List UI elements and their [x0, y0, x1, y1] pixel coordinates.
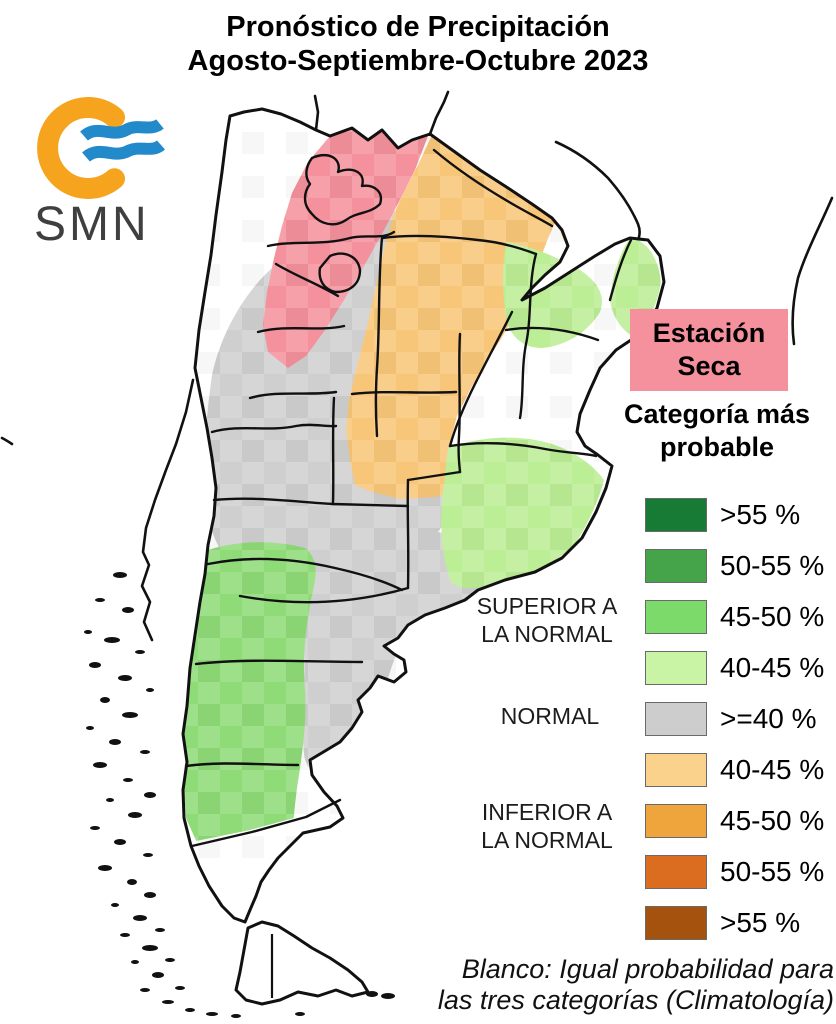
- legend-label: 50-55 %: [720, 549, 825, 581]
- smn-logo: SMN: [30, 94, 170, 254]
- legend-label: 50-55 %: [720, 855, 825, 887]
- legend-item: >55 %: [645, 489, 836, 540]
- legend-swatch: [645, 548, 707, 583]
- logo-text: SMN: [34, 198, 150, 251]
- legend-swatch: [645, 752, 707, 787]
- title-line2: Agosto-Septiembre-Octubre 2023: [187, 45, 649, 77]
- legend-label: 40-45 %: [720, 651, 825, 683]
- legend-label: 45-50 %: [720, 600, 825, 632]
- legend-item: 45-50 %: [645, 591, 836, 642]
- legend-label: >55 %: [720, 498, 801, 530]
- legend-swatch: [645, 599, 707, 634]
- neighbour-borders: [0, 90, 834, 642]
- legend-title: Categoría más probable: [623, 399, 811, 462]
- legend-swatch: [645, 497, 707, 532]
- left-edge-islet: [0, 436, 14, 446]
- legend-item: >=40 %: [645, 693, 836, 744]
- legend-swatch: [645, 701, 707, 736]
- legend-item: 40-45 %: [645, 744, 836, 795]
- malvinas-islands: [366, 991, 395, 999]
- legend-item: 50-55 %: [645, 540, 836, 591]
- logo-waves-icon: [80, 118, 165, 163]
- bolivia-border-line: [313, 94, 320, 132]
- footnote: Blanco: Igual probabilidad para las tres…: [437, 954, 834, 1015]
- category-label-above-normal: SUPERIOR A LA NORMAL: [476, 593, 618, 647]
- legend-swatch: [645, 905, 707, 940]
- category-label-below-normal: INFERIOR A LA NORMAL: [481, 799, 613, 853]
- province-borders: [184, 148, 633, 848]
- legend-label: 45-50 %: [720, 804, 825, 836]
- legend-swatch: [645, 803, 707, 838]
- legend: >55 % 50-55 % 45-50 % 40-45 % >=40 % 40-…: [645, 489, 836, 948]
- legend-item: 40-45 %: [645, 642, 836, 693]
- pilcomayo-north-line: [428, 90, 450, 136]
- dry-season-label: Estación Seca: [630, 309, 788, 391]
- dry-season-line1: Estación: [652, 318, 766, 348]
- legend-item: >55 %: [645, 897, 836, 948]
- legend-label: >=40 %: [720, 702, 817, 734]
- legend-swatch: [645, 854, 707, 889]
- category-label-normal: NORMAL: [500, 703, 600, 729]
- brazil-coast: [791, 196, 834, 346]
- legend-label: 40-45 %: [720, 753, 825, 785]
- paraguay-border: [554, 140, 641, 239]
- legend-label: >55 %: [720, 906, 801, 938]
- legend-swatch: [645, 650, 707, 685]
- legend-item: 50-55 %: [645, 846, 836, 897]
- dry-season-line2: Seca: [677, 351, 741, 381]
- fjords-archipelago: [84, 572, 305, 1018]
- tierra-del-fuego: [234, 920, 370, 1006]
- title-line1: Pronóstico de Precipitación: [226, 11, 610, 43]
- logo-ring-icon: [37, 97, 125, 199]
- chile-pacific-coast: [140, 378, 195, 642]
- legend-item: 45-50 %: [645, 795, 836, 846]
- page-title: Pronóstico de Precipitación Agosto-Septi…: [0, 10, 836, 78]
